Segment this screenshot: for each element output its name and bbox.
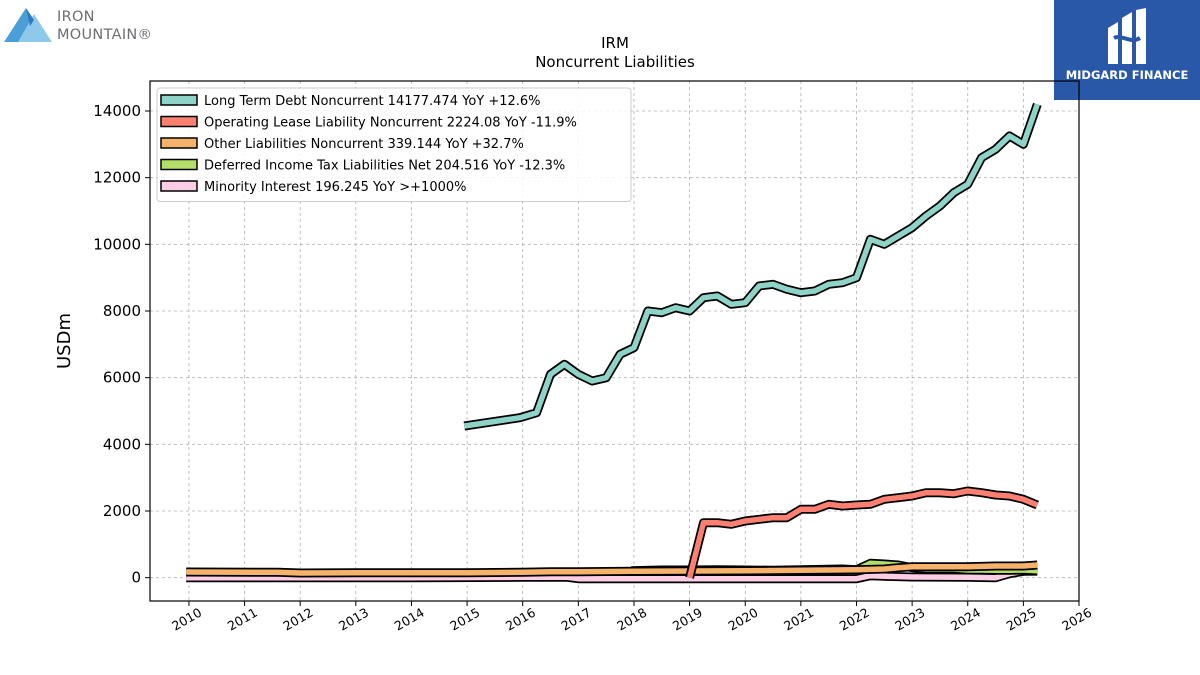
x-tick-label: 2018 (614, 605, 649, 634)
legend-entry-label: Other Liabilities Noncurrent 339.144 YoY… (204, 137, 524, 152)
x-tick-label: 2021 (781, 605, 816, 634)
y-tick-label: 12000 (93, 169, 141, 187)
legend-swatch (160, 115, 198, 128)
midgard-wordmark: MIDGARD FINANCE (1065, 68, 1189, 82)
x-tick-label: 2010 (169, 605, 204, 634)
x-tick-label: 2022 (837, 605, 872, 634)
x-tick-label: 2026 (1059, 605, 1094, 634)
chart-subtitle: Noncurrent Liabilities (535, 53, 695, 71)
x-tick-label: 2020 (725, 605, 760, 634)
x-tick-label: 2013 (336, 605, 371, 634)
logo-line-2: MOUNTAIN® (57, 27, 153, 43)
legend-entry-label: Deferred Income Tax Liabilities Net 204.… (204, 159, 565, 174)
series-line-long-term-debt-noncurrent (463, 103, 1040, 429)
legend-entry-label: Operating Lease Liability Noncurrent 222… (204, 116, 577, 131)
y-tick-label: 4000 (103, 435, 141, 453)
mountain-icon (4, 8, 52, 42)
iron-mountain-logo: IRON MOUNTAIN® (4, 4, 174, 46)
x-tick-label: 2025 (1004, 605, 1039, 634)
y-tick-label: 0 (131, 569, 141, 587)
x-tick-label: 2024 (948, 605, 983, 634)
x-tick-label: 2023 (892, 605, 927, 634)
series-line-other-liabilities-noncurrent (186, 562, 1038, 576)
legend-swatch (160, 137, 198, 149)
y-tick-label: 10000 (93, 235, 141, 253)
x-tick-label: 2012 (280, 605, 315, 634)
series-line-operating-lease-liability-noncurrent (686, 488, 1039, 579)
x-tick-label: 2016 (503, 605, 538, 634)
legend-swatch (160, 180, 198, 192)
legend-swatch (160, 94, 198, 106)
x-tick-label: 2019 (670, 605, 705, 634)
legend: Long Term Debt Noncurrent 14177.474 YoY … (156, 87, 632, 202)
legend-entry-label: Minority Interest 196.245 YoY >+1000% (204, 180, 466, 195)
x-tick-label: 2011 (225, 605, 260, 634)
y-axis-label: USDm (54, 313, 75, 369)
x-tick-label: 2017 (559, 605, 594, 634)
x-tick-label: 2015 (447, 605, 482, 634)
legend-box (156, 87, 632, 202)
midgard-emblem-icon (1108, 8, 1146, 64)
plot-frame (149, 80, 1080, 602)
series-lines (186, 102, 1042, 584)
y-tick-label: 14000 (93, 102, 141, 120)
legend-entry-label: Long Term Debt Noncurrent 14177.474 YoY … (204, 94, 541, 109)
iron-mountain-wordmark: IRON MOUNTAIN® (57, 8, 152, 44)
series-line-minority-interest (186, 568, 1038, 582)
chart-title: IRM (601, 34, 629, 52)
midgard-finance-logo: MIDGARD FINANCE (1054, 0, 1200, 100)
y-tick-label: 2000 (103, 502, 141, 520)
logo-line-1: IRON (57, 9, 95, 25)
legend-swatch (160, 158, 198, 171)
y-tick-label: 6000 (103, 369, 141, 387)
y-tick-label: 8000 (103, 302, 141, 320)
x-tick-label: 2014 (392, 605, 427, 634)
